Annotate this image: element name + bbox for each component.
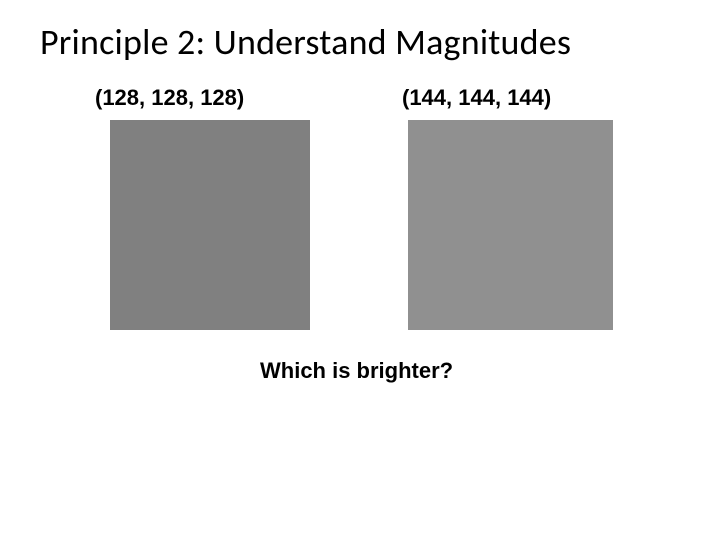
right-swatch-label: (144, 144, 144) — [402, 85, 551, 111]
slide-title: Principle 2: Understand Magnitudes — [40, 20, 680, 64]
slide: Principle 2: Understand Magnitudes (128,… — [0, 0, 720, 540]
question-text: Which is brighter? — [260, 358, 453, 384]
left-swatch-label: (128, 128, 128) — [95, 85, 244, 111]
right-swatch — [408, 120, 613, 330]
left-swatch — [110, 120, 310, 330]
